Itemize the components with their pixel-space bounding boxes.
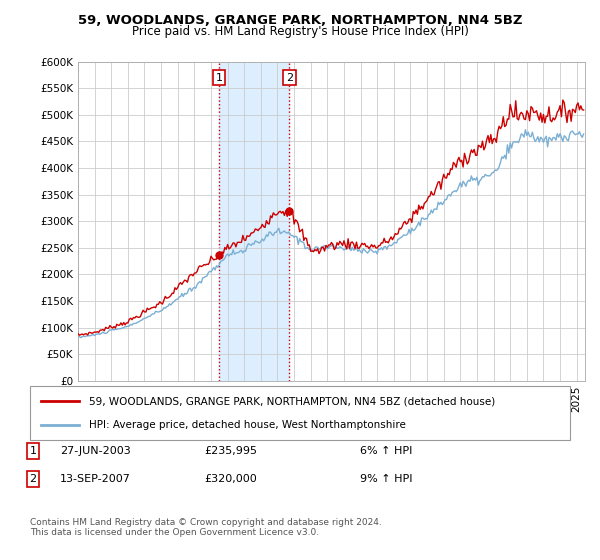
Text: 13-SEP-2007: 13-SEP-2007 bbox=[60, 474, 131, 484]
Text: 2: 2 bbox=[286, 73, 293, 82]
Text: Contains HM Land Registry data © Crown copyright and database right 2024.
This d: Contains HM Land Registry data © Crown c… bbox=[30, 518, 382, 538]
Bar bbox=[219, 62, 289, 381]
Text: 1: 1 bbox=[29, 446, 37, 456]
Text: 59, WOODLANDS, GRANGE PARK, NORTHAMPTON, NN4 5BZ (detached house): 59, WOODLANDS, GRANGE PARK, NORTHAMPTON,… bbox=[89, 396, 496, 407]
Text: £235,995: £235,995 bbox=[204, 446, 257, 456]
Text: Price paid vs. HM Land Registry's House Price Index (HPI): Price paid vs. HM Land Registry's House … bbox=[131, 25, 469, 38]
Text: 1: 1 bbox=[215, 73, 223, 82]
Text: 6% ↑ HPI: 6% ↑ HPI bbox=[360, 446, 412, 456]
Text: 2: 2 bbox=[29, 474, 37, 484]
Text: 27-JUN-2003: 27-JUN-2003 bbox=[60, 446, 131, 456]
Text: HPI: Average price, detached house, West Northamptonshire: HPI: Average price, detached house, West… bbox=[89, 419, 406, 430]
Text: 59, WOODLANDS, GRANGE PARK, NORTHAMPTON, NN4 5BZ: 59, WOODLANDS, GRANGE PARK, NORTHAMPTON,… bbox=[78, 14, 522, 27]
FancyBboxPatch shape bbox=[30, 386, 570, 440]
Text: 9% ↑ HPI: 9% ↑ HPI bbox=[360, 474, 413, 484]
Text: £320,000: £320,000 bbox=[204, 474, 257, 484]
